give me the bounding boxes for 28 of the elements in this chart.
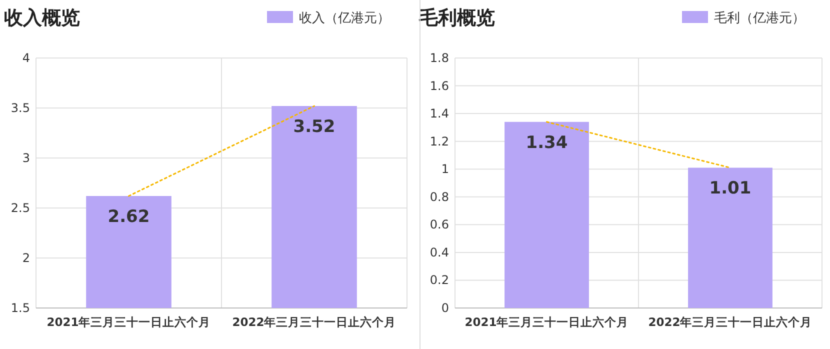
y-tick-label: 3.5: [10, 101, 30, 115]
y-tick-label: 2: [22, 251, 30, 265]
data-label: 2.62: [108, 207, 150, 227]
legend-label: 收入（亿港元）: [299, 11, 390, 26]
y-tick-label: 1.8: [430, 51, 449, 65]
y-tick-label: 4: [22, 51, 30, 65]
data-label: 1.01: [709, 178, 752, 199]
x-tick-label: 2021年三月三十一日止六个月: [46, 315, 211, 329]
y-tick-label: 0.2: [430, 273, 449, 288]
legend-label: 毛利（亿港元）: [714, 11, 805, 26]
data-label: 1.34: [526, 132, 568, 153]
y-tick-label: 1.5: [10, 301, 30, 315]
x-tick-label: 2022年三月三十一日止六个月: [648, 315, 812, 329]
y-tick-label: 0.8: [430, 190, 449, 204]
y-tick-label: 2.5: [10, 201, 30, 215]
y-tick-label: 0: [441, 301, 449, 315]
x-tick-label: 2022年三月三十一日止六个月: [232, 315, 396, 329]
y-tick-label: 1.4: [430, 106, 449, 121]
data-label: 3.52: [293, 117, 336, 137]
chart-title: 收入概览: [4, 7, 80, 29]
y-tick-label: 1: [441, 162, 449, 176]
y-tick-label: 1.2: [430, 134, 449, 148]
y-tick-label: 1.6: [430, 78, 449, 93]
x-tick-label: 2021年三月三十一日止六个月: [464, 315, 629, 329]
y-tick-label: 0.4: [430, 245, 449, 260]
chart-title: 毛利概览: [418, 7, 495, 29]
y-tick-label: 0.6: [430, 218, 449, 232]
y-tick-label: 3: [22, 151, 30, 165]
